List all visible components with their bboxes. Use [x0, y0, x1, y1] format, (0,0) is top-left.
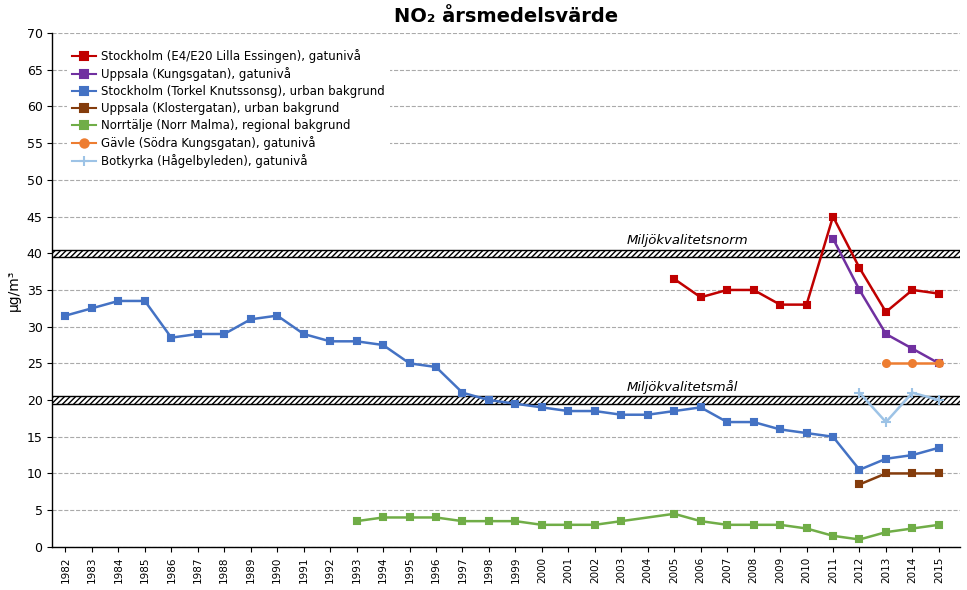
Stockholm (Torkel Knutssonsg), urban bakgrund — [324, 338, 336, 345]
Stockholm (Torkel Knutssonsg), urban bakgrund — [272, 312, 283, 319]
Uppsala (Klostergatan), urban bakgrund — [880, 470, 892, 477]
Legend: Stockholm (E4/E20 Lilla Essingen), gatunivå, Uppsala (Kungsgatan), gatunivå, Sto: Stockholm (E4/E20 Lilla Essingen), gatun… — [67, 44, 390, 173]
Norrtälje (Norr Malma), regional bakgrund — [775, 522, 786, 529]
Norrtälje (Norr Malma), regional bakgrund — [510, 517, 521, 525]
Botkyrka (Hågelbyleden), gatunivå — [854, 389, 865, 396]
Stockholm (E4/E20 Lilla Essingen), gatunivå — [668, 276, 680, 283]
Norrtälje (Norr Malma), regional bakgrund — [695, 517, 707, 525]
Stockholm (Torkel Knutssonsg), urban bakgrund — [668, 408, 680, 415]
Norrtälje (Norr Malma), regional bakgrund — [933, 522, 945, 529]
Stockholm (Torkel Knutssonsg), urban bakgrund — [456, 389, 468, 396]
Gävle (Södra Kungsgatan), gatunivå — [933, 360, 945, 367]
Stockholm (Torkel Knutssonsg), urban bakgrund — [60, 312, 72, 319]
Stockholm (E4/E20 Lilla Essingen), gatunivå — [747, 286, 759, 293]
Stockholm (Torkel Knutssonsg), urban bakgrund — [615, 411, 627, 418]
Stockholm (E4/E20 Lilla Essingen), gatunivå — [854, 264, 865, 271]
Stockholm (Torkel Knutssonsg), urban bakgrund — [245, 316, 256, 323]
Bar — [52, 250, 960, 257]
Stockholm (E4/E20 Lilla Essingen), gatunivå — [801, 301, 812, 308]
Norrtälje (Norr Malma), regional bakgrund — [563, 522, 574, 529]
Stockholm (Torkel Knutssonsg), urban bakgrund — [747, 418, 759, 425]
Norrtälje (Norr Malma), regional bakgrund — [536, 522, 547, 529]
Stockholm (Torkel Knutssonsg), urban bakgrund — [165, 334, 177, 341]
Norrtälje (Norr Malma), regional bakgrund — [484, 517, 495, 525]
Y-axis label: μg/m³: μg/m³ — [7, 269, 21, 310]
Norrtälje (Norr Malma), regional bakgrund — [801, 525, 812, 532]
Stockholm (Torkel Knutssonsg), urban bakgrund — [721, 418, 733, 425]
Uppsala (Klostergatan), urban bakgrund — [907, 470, 919, 477]
Gävle (Södra Kungsgatan), gatunivå — [907, 360, 919, 367]
Line: Stockholm (E4/E20 Lilla Essingen), gatunivå: Stockholm (E4/E20 Lilla Essingen), gatun… — [671, 213, 943, 316]
Norrtälje (Norr Malma), regional bakgrund — [747, 522, 759, 529]
Stockholm (Torkel Knutssonsg), urban bakgrund — [484, 396, 495, 404]
Stockholm (Torkel Knutssonsg), urban bakgrund — [139, 297, 151, 304]
Stockholm (Torkel Knutssonsg), urban bakgrund — [219, 330, 230, 337]
Uppsala (Kungsgatan), gatunivå — [827, 235, 838, 242]
Stockholm (E4/E20 Lilla Essingen), gatunivå — [827, 213, 838, 220]
Line: Gävle (Södra Kungsgatan), gatunivå: Gävle (Södra Kungsgatan), gatunivå — [883, 360, 943, 367]
Stockholm (Torkel Knutssonsg), urban bakgrund — [351, 338, 363, 345]
Norrtälje (Norr Malma), regional bakgrund — [430, 514, 442, 521]
Norrtälje (Norr Malma), regional bakgrund — [880, 529, 892, 536]
Norrtälje (Norr Malma), regional bakgrund — [351, 517, 363, 525]
Line: Uppsala (Kungsgatan), gatunivå: Uppsala (Kungsgatan), gatunivå — [830, 235, 943, 367]
Stockholm (E4/E20 Lilla Essingen), gatunivå — [721, 286, 733, 293]
Uppsala (Kungsgatan), gatunivå — [854, 286, 865, 293]
Stockholm (Torkel Knutssonsg), urban bakgrund — [589, 408, 601, 415]
Text: Miljökvalitetsmål: Miljökvalitetsmål — [627, 381, 738, 394]
Stockholm (Torkel Knutssonsg), urban bakgrund — [430, 363, 442, 371]
Stockholm (Torkel Knutssonsg), urban bakgrund — [775, 426, 786, 433]
Line: Botkyrka (Hågelbyleden), gatunivå: Botkyrka (Hågelbyleden), gatunivå — [855, 388, 944, 427]
Uppsala (Klostergatan), urban bakgrund — [854, 481, 865, 488]
Norrtälje (Norr Malma), regional bakgrund — [404, 514, 416, 521]
Norrtälje (Norr Malma), regional bakgrund — [907, 525, 919, 532]
Stockholm (Torkel Knutssonsg), urban bakgrund — [933, 444, 945, 451]
Stockholm (E4/E20 Lilla Essingen), gatunivå — [695, 294, 707, 301]
Uppsala (Klostergatan), urban bakgrund — [933, 470, 945, 477]
Stockholm (Torkel Knutssonsg), urban bakgrund — [404, 360, 416, 367]
Stockholm (Torkel Knutssonsg), urban bakgrund — [298, 330, 309, 337]
Stockholm (Torkel Knutssonsg), urban bakgrund — [536, 404, 547, 411]
Stockholm (Torkel Knutssonsg), urban bakgrund — [510, 400, 521, 407]
Stockholm (Torkel Knutssonsg), urban bakgrund — [642, 411, 654, 418]
Line: Norrtälje (Norr Malma), regional bakgrund: Norrtälje (Norr Malma), regional bakgrun… — [353, 510, 943, 543]
Stockholm (E4/E20 Lilla Essingen), gatunivå — [775, 301, 786, 308]
Gävle (Södra Kungsgatan), gatunivå — [880, 360, 892, 367]
Norrtälje (Norr Malma), regional bakgrund — [615, 517, 627, 525]
Line: Stockholm (Torkel Knutssonsg), urban bakgrund: Stockholm (Torkel Knutssonsg), urban bak… — [62, 297, 943, 473]
Stockholm (E4/E20 Lilla Essingen), gatunivå — [907, 286, 919, 293]
Norrtälje (Norr Malma), regional bakgrund — [377, 514, 389, 521]
Stockholm (Torkel Knutssonsg), urban bakgrund — [801, 430, 812, 437]
Stockholm (Torkel Knutssonsg), urban bakgrund — [86, 305, 98, 312]
Norrtälje (Norr Malma), regional bakgrund — [589, 522, 601, 529]
Stockholm (Torkel Knutssonsg), urban bakgrund — [695, 404, 707, 411]
Stockholm (Torkel Knutssonsg), urban bakgrund — [377, 342, 389, 349]
Stockholm (Torkel Knutssonsg), urban bakgrund — [854, 466, 865, 473]
Stockholm (Torkel Knutssonsg), urban bakgrund — [827, 433, 838, 440]
Norrtälje (Norr Malma), regional bakgrund — [721, 522, 733, 529]
Stockholm (Torkel Knutssonsg), urban bakgrund — [907, 451, 919, 458]
Title: NO₂ årsmedelsvärde: NO₂ årsmedelsvärde — [395, 7, 618, 26]
Stockholm (Torkel Knutssonsg), urban bakgrund — [563, 408, 574, 415]
Uppsala (Kungsgatan), gatunivå — [880, 330, 892, 337]
Stockholm (Torkel Knutssonsg), urban bakgrund — [192, 330, 204, 337]
Stockholm (Torkel Knutssonsg), urban bakgrund — [880, 455, 892, 463]
Stockholm (E4/E20 Lilla Essingen), gatunivå — [880, 309, 892, 316]
Stockholm (Torkel Knutssonsg), urban bakgrund — [112, 297, 124, 304]
Bar — [52, 396, 960, 404]
Uppsala (Kungsgatan), gatunivå — [933, 360, 945, 367]
Text: Miljökvalitetsnorm: Miljökvalitetsnorm — [627, 234, 748, 247]
Norrtälje (Norr Malma), regional bakgrund — [456, 517, 468, 525]
Botkyrka (Hågelbyleden), gatunivå — [907, 389, 919, 396]
Norrtälje (Norr Malma), regional bakgrund — [668, 510, 680, 517]
Norrtälje (Norr Malma), regional bakgrund — [827, 532, 838, 539]
Botkyrka (Hågelbyleden), gatunivå — [933, 396, 945, 404]
Botkyrka (Hågelbyleden), gatunivå — [880, 418, 892, 425]
Norrtälje (Norr Malma), regional bakgrund — [854, 536, 865, 543]
Uppsala (Kungsgatan), gatunivå — [907, 345, 919, 352]
Line: Uppsala (Klostergatan), urban bakgrund: Uppsala (Klostergatan), urban bakgrund — [856, 470, 943, 488]
Stockholm (E4/E20 Lilla Essingen), gatunivå — [933, 290, 945, 297]
